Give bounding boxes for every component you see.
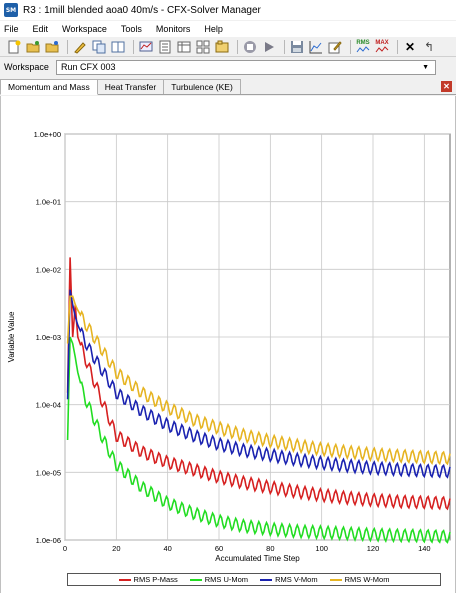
series-line-p-mass <box>66 257 451 511</box>
workspace-select[interactable]: Run CFX 003 ▼ <box>56 59 436 75</box>
export-icon[interactable] <box>157 39 173 55</box>
x-tick-label: 0 <box>63 544 67 553</box>
series-lines <box>66 257 451 544</box>
legend-label-u-mom: RMS U-Mom <box>204 575 249 584</box>
close-icon[interactable]: ✕ <box>404 39 416 54</box>
menu-help[interactable]: Help <box>204 24 223 34</box>
legend-label-v-mom: RMS V-Mom <box>275 575 318 584</box>
legend-item-p-mass: RMS P-Mass <box>118 575 178 584</box>
x-tick-label: 140 <box>418 544 431 553</box>
legend-label-p-mass: RMS P-Mass <box>133 575 178 584</box>
chevron-down-icon: ▼ <box>422 63 429 71</box>
close-tab-icon[interactable]: ✕ <box>441 81 452 92</box>
edit-plot-icon[interactable] <box>327 39 343 55</box>
y-tick-label: 1.0e-02 <box>36 265 61 274</box>
save-icon[interactable] <box>289 39 305 55</box>
y-tick-label: 1.0e-06 <box>36 536 61 545</box>
x-tick-label: 20 <box>112 544 120 553</box>
rms-label: RMS <box>356 40 370 46</box>
legend-item-u-mom: RMS U-Mom <box>189 575 249 584</box>
toolbar-separator <box>350 39 351 54</box>
y-tick-label: 1.0e-04 <box>36 401 61 410</box>
tab-bar: Momentum and Mass Heat Transfer Turbulen… <box>0 79 456 95</box>
y-tick-label: 1.0e+00 <box>34 130 61 139</box>
menu-file[interactable]: File <box>4 24 19 34</box>
legend-item-w-mom: RMS W-Mom <box>329 575 390 584</box>
stop-icon[interactable] <box>242 39 258 55</box>
menu-workspace[interactable]: Workspace <box>62 24 107 34</box>
tab-momentum-and-mass[interactable]: Momentum and Mass <box>0 79 98 95</box>
toolbar-separator <box>67 39 68 54</box>
max-icon[interactable]: MAX <box>374 39 390 55</box>
workspace-icon[interactable] <box>214 39 230 55</box>
menu-tools[interactable]: Tools <box>120 24 142 34</box>
legend-swatch-p-mass <box>118 578 131 581</box>
copy-icon[interactable] <box>91 39 107 55</box>
x-tick-label: 40 <box>163 544 171 553</box>
y-axis-label: Variable Value <box>7 311 16 362</box>
legend-swatch-v-mom <box>260 578 273 581</box>
workspace-bar: Workspace Run CFX 003 ▼ <box>0 58 456 76</box>
edit-icon[interactable] <box>72 39 88 55</box>
x-axis-ticks: 0 20 40 60 80 100 120 140 <box>63 544 431 553</box>
grid-icon[interactable] <box>195 39 211 55</box>
max-label: MAX <box>375 40 389 46</box>
monitor-icon[interactable] <box>138 39 154 55</box>
toolbar-separator <box>237 39 238 54</box>
y-axis-ticks: 1.0e+00 1.0e-01 1.0e-02 1.0e-03 1.0e-04 1.0e-… <box>34 130 61 545</box>
layout-icon[interactable] <box>110 39 126 55</box>
residual-chart: 1.0e+00 1.0e-01 1.0e-02 1.0e-03 1.0e-04 1.0e-… <box>7 130 451 563</box>
menu-bar: File Edit Workspace Tools Monitors Help <box>0 21 456 37</box>
x-tick-label: 60 <box>215 544 223 553</box>
x-tick-label: 80 <box>266 544 274 553</box>
tab-turbulence-ke[interactable]: Turbulence (KE) <box>163 79 241 94</box>
new-run-icon[interactable] <box>6 39 22 55</box>
legend-swatch-u-mom <box>189 578 202 581</box>
y-tick-label: 1.0e-03 <box>36 333 61 342</box>
workspace-label: Workspace <box>4 62 49 72</box>
toolbar-separator <box>133 39 134 54</box>
workspace-selected-value: Run CFX 003 <box>61 62 116 72</box>
legend-label-w-mom: RMS W-Mom <box>344 575 390 584</box>
tab-heat-transfer[interactable]: Heat Transfer <box>96 79 165 94</box>
open-results-icon[interactable] <box>44 39 60 55</box>
app-logo-icon: SM <box>4 3 18 17</box>
series-line-w-mom <box>66 295 451 466</box>
series-line-u-mom <box>66 336 451 544</box>
x-axis-label: Accumulated Time Step <box>215 554 300 563</box>
legend-item-v-mom: RMS V-Mom <box>260 575 318 584</box>
chart-legend: RMS P-Mass RMS U-Mom RMS V-Mom RMS W-Mom <box>67 573 441 586</box>
back-icon[interactable]: ↰ <box>423 39 435 54</box>
menu-edit[interactable]: Edit <box>32 24 49 34</box>
series-line-v-mom <box>66 289 451 479</box>
toolbar-separator <box>397 39 398 54</box>
window-title: R3 : 1mill blended aoa0 40m/s - CFX-Solv… <box>23 4 261 16</box>
menu-monitors[interactable]: Monitors <box>155 24 191 34</box>
title-bar: SM R3 : 1mill blended aoa0 40m/s - CFX-S… <box>0 0 456 20</box>
y-tick-label: 1.0e-05 <box>36 468 61 477</box>
play-icon[interactable] <box>261 39 277 55</box>
plot-icon[interactable] <box>308 39 324 55</box>
y-tick-label: 1.0e-01 <box>36 198 61 207</box>
toolbar-separator <box>284 39 285 54</box>
x-tick-label: 100 <box>315 544 328 553</box>
toolbar: RMS MAX ✕ ↰ <box>0 37 456 57</box>
x-tick-label: 120 <box>367 544 380 553</box>
legend-swatch-w-mom <box>329 578 342 581</box>
open-icon[interactable] <box>25 39 41 55</box>
rms-icon[interactable]: RMS <box>355 39 371 55</box>
table-icon[interactable] <box>176 39 192 55</box>
